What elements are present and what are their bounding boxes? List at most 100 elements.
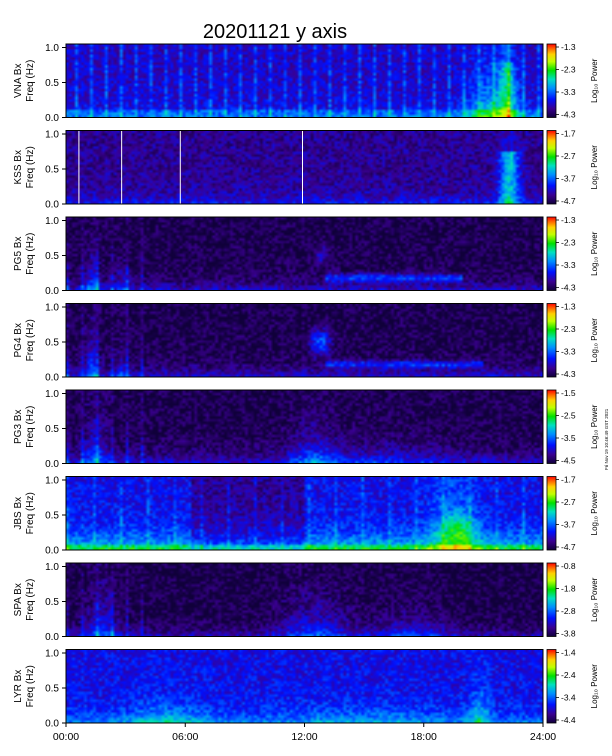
y-tick-label: 0.5 [45,684,59,695]
y-tick-label: 1.0 [45,476,59,487]
plot-frame [65,476,544,551]
colorbar-tick-label: -4.7 [561,542,576,552]
colorbar [546,649,557,724]
colorbar-tick-label: -2.8 [561,606,576,616]
colorbar-tick-label: -1.7 [561,475,576,485]
colorbar-tick-label: -2.4 [561,670,576,680]
colorbar-tick-label: -4.7 [561,196,576,206]
colorbar-tick-label: -2.7 [561,497,576,507]
spectrogram-heatmap [66,476,543,550]
colorbar-label: Log₁₀ Power [590,145,599,190]
panel-lyr: 0.0 0.5 1.0 LYR Bx Freq (Hz) -1.4 -2.4 -3.4 -4.4… [13,648,599,730]
panel-pg3: 0.0 0.5 1.0 PG3 Bx Freq (Hz) -1.5 -2.5 -3.5 -4.5… [13,388,599,470]
colorbar-tick-label: -2.7 [561,151,576,161]
colorbar [546,303,557,378]
chart-title: 20201121 y axis [203,21,347,43]
y-tick-label: 0.5 [45,424,59,435]
colorbar-tick-label: -4.5 [561,456,576,466]
colorbar [546,43,557,118]
station-label: PG4 Bx [13,323,24,357]
colorbar [546,562,557,637]
spectrogram-heatmap [66,563,543,637]
x-tick-label: 06:00 [172,731,198,743]
y-tick-label: 0.5 [45,597,59,608]
colorbar-tick-label: -3.7 [561,174,576,184]
panel-jbs: 0.0 0.5 1.0 JBS Bx Freq (Hz) -1.7 -2.7 -3.7 -4.7… [13,475,599,557]
y-axis-label: Freq (Hz) [25,579,36,621]
y-axis-label: Freq (Hz) [25,665,36,707]
spectrogram-heatmap [66,303,543,377]
y-tick-label: 1.0 [45,389,59,400]
y-tick-label: 1.0 [45,303,59,314]
y-axis-label: Freq (Hz) [25,492,36,534]
y-tick-label: 0.0 [45,286,59,297]
spectrogram-heatmap [66,217,543,291]
panel-vna: 0.0 0.5 1.0 VNA Bx Freq (Hz) -1.3 -2.3 -3.3 -4.3… [13,42,599,124]
spectrogram-heatmap [66,390,543,464]
y-tick-label: 1.0 [45,130,59,141]
colorbar-tick-label: -2.5 [561,411,576,421]
colorbar [546,476,557,551]
colorbar-tick-label: -3.4 [561,693,576,703]
x-tick-label: 00:00 [53,731,79,743]
y-tick-label: 0.5 [45,511,59,522]
y-tick-label: 0.5 [45,251,59,262]
colorbar-tick-label: -1.4 [561,648,576,658]
panel-pg4: 0.0 0.5 1.0 PG4 Bx Freq (Hz) -1.3 -2.3 -3.3 -4.3… [13,302,599,384]
colorbar-tick-label: -1.3 [561,302,576,312]
y-tick-label: 1.0 [45,216,59,227]
colorbar-tick-label: -1.3 [561,215,576,225]
station-label: PG5 Bx [13,237,24,271]
colorbar-tick-label: -3.3 [561,347,576,357]
colorbar-tick-label: -1.3 [561,42,576,52]
y-tick-label: 1.0 [45,649,59,660]
colorbar-tick-label: -4.3 [561,283,576,293]
y-tick-label: 0.5 [45,165,59,176]
colorbar-tick-label: -1.5 [561,388,576,398]
colorbar-tick-label: -2.3 [561,238,576,248]
y-tick-label: 0.5 [45,338,59,349]
colorbar-tick-label: -3.5 [561,433,576,443]
x-tick-label: 12:00 [291,731,317,743]
colorbar-label: Log₁₀ Power [590,491,599,536]
colorbar-tick-label: -1.7 [561,129,576,139]
colorbar-tick-label: -1.8 [561,584,576,594]
y-tick-label: 1.0 [45,562,59,573]
colorbar-tick-label: -3.8 [561,629,576,639]
colorbar-label: Log₁₀ Power [590,58,599,103]
panel-pg5: 0.0 0.5 1.0 PG5 Bx Freq (Hz) -1.3 -2.3 -3.3 -4.3… [13,215,599,297]
colorbar-tick-label: -3.3 [561,87,576,97]
panels-group: 0.0 0.5 1.0 VNA Bx Freq (Hz) -1.3 -2.3 -3.3 -4.3… [13,42,599,730]
colorbar-label: Log₁₀ Power [590,318,599,363]
timestamp-note: Fri Nov 19 10:46:49 GST 2021 [604,408,609,470]
colorbar-tick-label: -2.3 [561,65,576,75]
y-axis-label: Freq (Hz) [25,319,36,361]
colorbar [546,130,557,205]
plot-frame [65,43,544,118]
colorbar [546,389,557,464]
colorbar-tick-label: -4.3 [561,369,576,379]
station-label: SPA Bx [13,583,24,616]
spectrogram-heatmap [66,44,543,118]
spectrogram-heatmap [66,649,543,723]
colorbar [546,216,557,291]
colorbar-label: Log₁₀ Power [590,404,599,449]
plot-frame [65,216,544,291]
y-axis-label: Freq (Hz) [25,406,36,448]
station-label: VNA Bx [13,64,24,98]
plot-frame [65,562,544,637]
colorbar-label: Log₁₀ Power [590,577,599,622]
y-tick-label: 0.0 [45,200,59,211]
x-tick-label: 24:00 [530,731,556,743]
plot-frame [65,130,544,205]
colorbar-tick-label: -2.3 [561,324,576,334]
colorbar-tick-label: -4.3 [561,110,576,120]
colorbar-tick-label: -3.3 [561,260,576,270]
panel-spa: 0.0 0.5 1.0 SPA Bx Freq (Hz) -0.8 -1.8 -2.8 -3.8… [13,561,599,643]
spectrogram-heatmap [66,130,543,204]
plot-frame [65,303,544,378]
plot-frame [65,389,544,464]
colorbar-label: Log₁₀ Power [590,231,599,276]
colorbar-tick-label: -4.4 [561,715,576,725]
